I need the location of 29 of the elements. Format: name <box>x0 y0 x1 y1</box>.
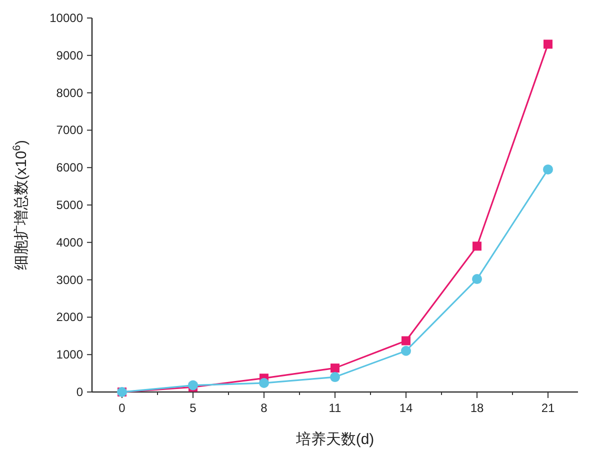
point <box>472 242 482 251</box>
y-tick-label: 6000 <box>56 160 84 175</box>
x-tick-label: 0 <box>118 401 126 415</box>
point <box>188 380 198 390</box>
y-tick-label: 7000 <box>56 123 84 138</box>
y-tick-label: 5000 <box>56 198 84 212</box>
point <box>259 378 269 388</box>
x-tick-label: 14 <box>399 401 413 415</box>
y-tick-label: 0 <box>76 385 84 399</box>
point <box>330 372 340 382</box>
y-tick-label: 4000 <box>56 235 84 250</box>
y-tick-label: 9000 <box>56 48 84 62</box>
y-tick-label: 1000 <box>56 348 84 362</box>
x-tick-label: 18 <box>470 401 484 415</box>
y-tick-label: 10000 <box>50 11 84 25</box>
point <box>543 164 553 174</box>
y-tick-label: 2000 <box>56 310 84 324</box>
x-tick-label: 8 <box>260 401 268 415</box>
point <box>472 274 482 284</box>
point <box>402 336 410 346</box>
x-tick-label: 11 <box>328 401 342 415</box>
point <box>401 346 411 356</box>
y-tick-label: 3000 <box>56 272 84 287</box>
point <box>544 40 552 49</box>
x-tick-label: 5 <box>190 401 197 415</box>
point <box>330 364 340 373</box>
y-tick-label: 8000 <box>56 86 84 100</box>
x-tick-label: 21 <box>541 401 555 415</box>
x-axis-title: 培养天数(d) <box>294 431 374 448</box>
